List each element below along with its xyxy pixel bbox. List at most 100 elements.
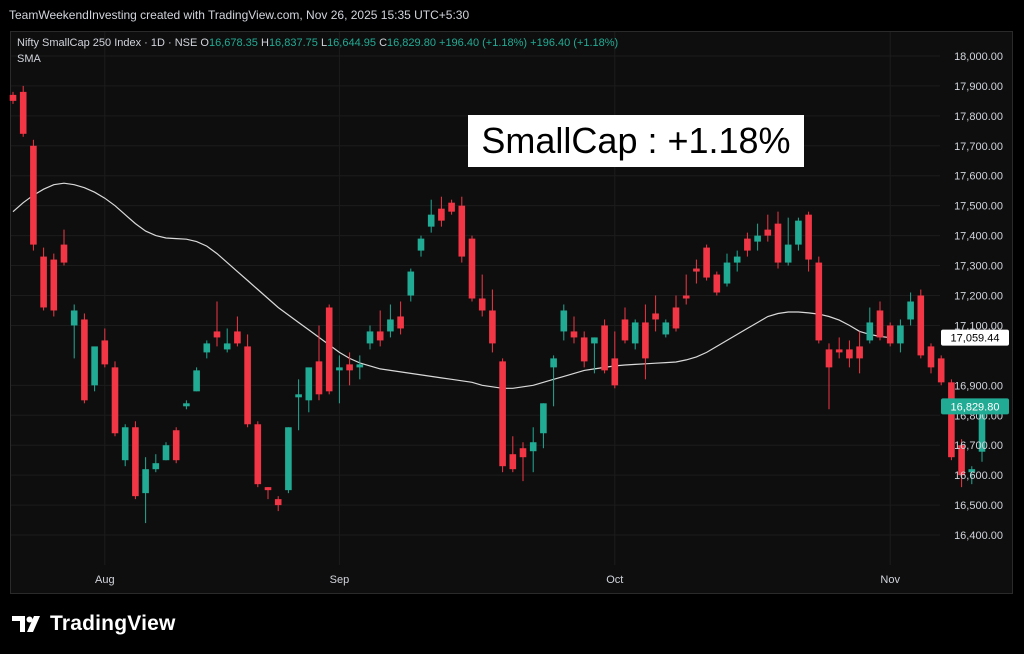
price-tick-label: 17,400.00: [954, 231, 1003, 243]
candle-up: [427, 199, 435, 233]
candle-body: [682, 295, 690, 299]
candle-body: [805, 214, 812, 260]
candle-body: [631, 322, 639, 344]
candle-down: [509, 436, 517, 473]
candle-body: [438, 208, 445, 221]
candle-down: [60, 229, 68, 266]
candle-body: [458, 205, 466, 257]
candle-up: [91, 346, 98, 392]
time-tick-label: Aug: [95, 574, 115, 586]
candle-body: [897, 325, 904, 344]
price-tick-label: 17,900.00: [954, 81, 1003, 93]
candle-body: [203, 343, 211, 353]
ohlc-legend[interactable]: Nifty SmallCap 250 Index · 1D · NSE O16,…: [17, 37, 618, 49]
candle-down: [254, 421, 262, 488]
price-tick-label: 17,100.00: [954, 320, 1003, 332]
candle-body: [672, 307, 680, 329]
change-value: +196.40 (+1.18%): [439, 37, 528, 49]
candle-body: [183, 403, 190, 407]
candle-body: [387, 319, 394, 332]
candle-body: [468, 238, 476, 299]
candle-body: [325, 307, 333, 392]
candle-body: [621, 319, 629, 341]
candle-body: [886, 325, 894, 344]
candle-down: [315, 325, 323, 401]
price-label-text: 17,059.44: [951, 333, 1000, 345]
open-value: 16,678.35: [208, 37, 258, 49]
candle-down: [805, 211, 812, 272]
candle-body: [866, 322, 874, 341]
candle-down: [703, 244, 710, 281]
price-tick-label: 16,900.00: [954, 380, 1003, 392]
candle-up: [203, 340, 211, 359]
candle-body: [948, 382, 955, 458]
candle-down: [40, 247, 47, 311]
price-tick-label: 16,700.00: [954, 440, 1003, 452]
candle-up: [387, 304, 394, 338]
low-label: L: [320, 37, 328, 49]
candle-up: [907, 292, 914, 326]
candle-body: [417, 238, 425, 251]
candle-body: [152, 463, 160, 470]
price-tick-label: 17,700.00: [954, 141, 1003, 153]
candle-body: [254, 424, 262, 485]
candle-body: [346, 364, 353, 371]
candle-body: [846, 349, 853, 359]
candle-body: [295, 394, 302, 398]
tradingview-branding[interactable]: TradingView: [12, 612, 176, 636]
candle-down: [744, 232, 751, 257]
symbol-name[interactable]: Nifty SmallCap 250 Index · 1D · NSE: [17, 37, 198, 49]
price-labels: 17,059.44 16,829.80: [941, 329, 1009, 415]
candle-body: [285, 427, 292, 491]
candle-down: [438, 196, 445, 227]
candle-down: [611, 331, 619, 389]
candle-up: [183, 400, 190, 410]
time-axis: AugSepOctNovDec: [95, 574, 900, 586]
candle-down: [580, 331, 588, 368]
candle-up: [356, 355, 364, 380]
candle-up: [121, 424, 129, 467]
candle-up: [662, 319, 670, 338]
price-label-bg: [941, 398, 1009, 415]
candle-up: [631, 319, 639, 350]
candle-up: [223, 328, 231, 353]
candle-body: [723, 262, 731, 284]
candle-up: [540, 403, 547, 449]
chart-area[interactable]: [10, 31, 1013, 594]
candle-down: [693, 259, 700, 284]
candle-body: [519, 448, 527, 458]
candle-body: [193, 370, 200, 392]
candle-up: [295, 379, 302, 431]
high-label: H: [260, 37, 269, 49]
candle-down: [886, 322, 894, 347]
high-value: 16,837.75: [268, 37, 318, 49]
last-price-label: 16,829.80: [941, 398, 1009, 415]
candle-down: [825, 343, 833, 410]
candle-body: [142, 469, 149, 494]
candle-body: [356, 364, 364, 368]
candle-body: [754, 235, 761, 242]
candle-down: [489, 289, 496, 353]
time-tick-label: Oct: [606, 574, 623, 586]
candle-body: [968, 469, 976, 473]
candle-down: [672, 295, 680, 332]
candle-body: [81, 319, 88, 401]
candle-down: [948, 379, 955, 461]
candle-up: [784, 217, 792, 266]
candle-down: [468, 235, 476, 302]
candle-down: [621, 307, 629, 344]
sma-indicator-label[interactable]: SMA: [17, 53, 41, 65]
price-tick-label: 16,500.00: [954, 500, 1003, 512]
close-label: C: [379, 37, 388, 49]
candle-up: [866, 307, 874, 344]
candle-up: [336, 355, 343, 404]
open-label: O: [200, 37, 209, 49]
candle-up: [162, 442, 170, 461]
candle-body: [927, 346, 935, 368]
candle-down: [570, 316, 578, 344]
candle-body: [835, 349, 843, 353]
candle-up: [529, 427, 537, 473]
candle-up: [305, 367, 313, 413]
